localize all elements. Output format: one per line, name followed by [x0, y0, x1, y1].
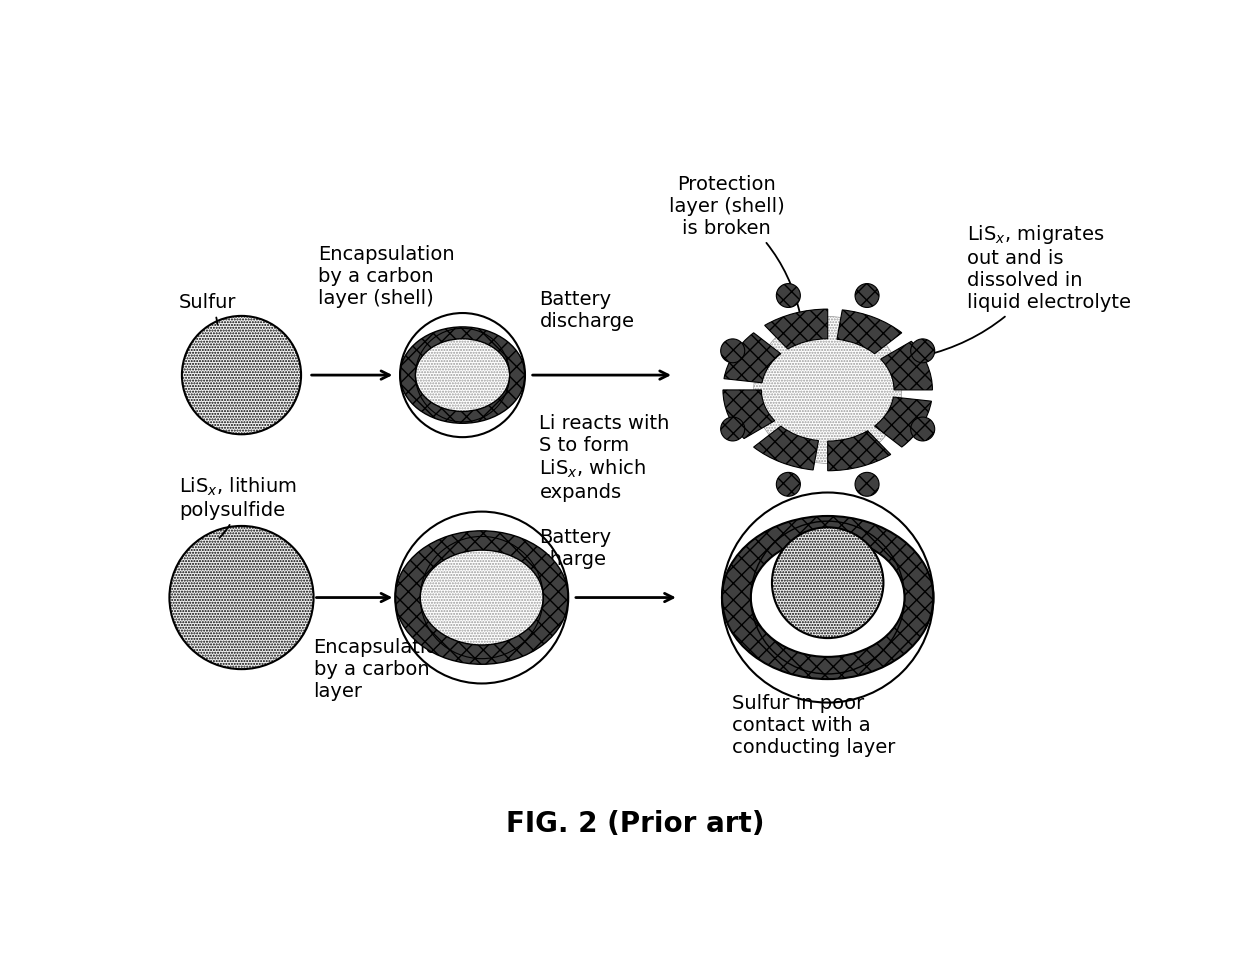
Wedge shape [837, 310, 901, 353]
Ellipse shape [910, 339, 935, 363]
Ellipse shape [720, 339, 745, 363]
Wedge shape [828, 430, 890, 471]
Ellipse shape [754, 317, 901, 463]
Ellipse shape [170, 526, 314, 669]
Ellipse shape [750, 521, 904, 674]
Text: Encapsulation
by a carbon
layer: Encapsulation by a carbon layer [314, 638, 450, 701]
Ellipse shape [910, 417, 935, 441]
Ellipse shape [720, 417, 745, 441]
Ellipse shape [722, 492, 934, 703]
Wedge shape [880, 341, 932, 390]
Wedge shape [754, 426, 818, 470]
Text: LiS$_x$, migrates
out and is
dissolved in
liquid electrolyte: LiS$_x$, migrates out and is dissolved i… [924, 223, 1131, 356]
Wedge shape [765, 309, 828, 349]
Ellipse shape [856, 283, 879, 307]
Text: Encapsulation
by a carbon
layer (shell): Encapsulation by a carbon layer (shell) [319, 246, 455, 308]
Text: Sulfur in poor
contact with a
conducting layer: Sulfur in poor contact with a conducting… [732, 694, 895, 757]
Ellipse shape [856, 473, 879, 496]
Text: Battery
discharge: Battery discharge [539, 290, 635, 330]
Ellipse shape [776, 283, 800, 307]
Ellipse shape [182, 316, 301, 434]
Text: Battery
charge: Battery charge [539, 529, 611, 569]
Ellipse shape [420, 536, 543, 659]
Wedge shape [874, 397, 931, 447]
Text: Protection
layer (shell)
is broken: Protection layer (shell) is broken [668, 175, 800, 315]
Text: Sulfur: Sulfur [179, 293, 237, 325]
Ellipse shape [773, 528, 883, 638]
Wedge shape [723, 390, 775, 438]
Text: LiS$_x$, lithium
polysulfide: LiS$_x$, lithium polysulfide [179, 476, 296, 537]
Text: FIG. 2 (Prior art): FIG. 2 (Prior art) [506, 810, 765, 838]
Ellipse shape [415, 328, 510, 422]
Ellipse shape [776, 473, 800, 496]
Text: Li reacts with
S to form
LiS$_x$, which
expands: Li reacts with S to form LiS$_x$, which … [539, 414, 670, 503]
Wedge shape [724, 333, 781, 383]
